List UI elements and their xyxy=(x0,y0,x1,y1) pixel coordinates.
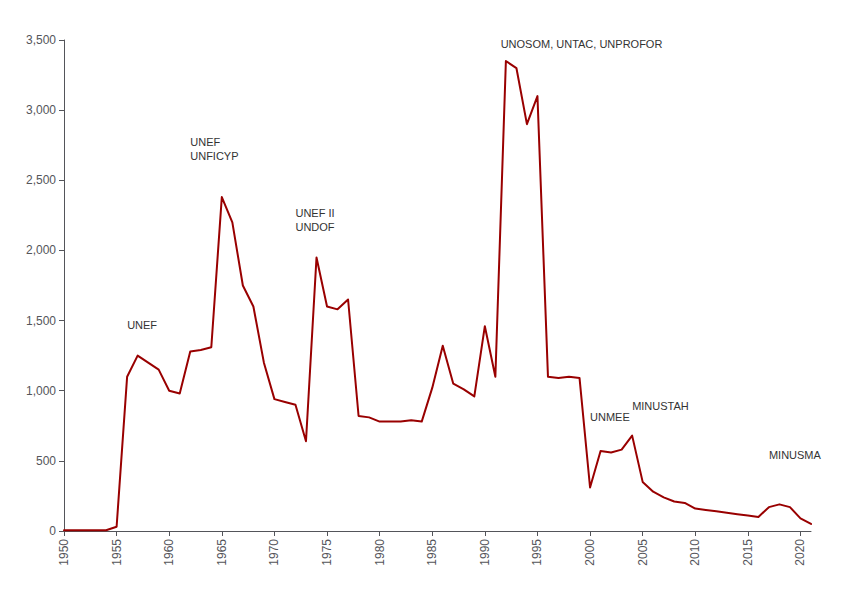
svg-text:2010: 2010 xyxy=(688,539,702,566)
svg-text:1960: 1960 xyxy=(162,539,176,566)
svg-text:1990: 1990 xyxy=(478,539,492,566)
svg-text:2000: 2000 xyxy=(583,539,597,566)
svg-text:1985: 1985 xyxy=(425,539,439,566)
svg-text:2,500: 2,500 xyxy=(26,173,56,187)
svg-text:3,000: 3,000 xyxy=(26,103,56,117)
svg-text:1955: 1955 xyxy=(110,539,124,566)
svg-text:UNMEE: UNMEE xyxy=(590,411,630,423)
svg-text:MINUSTAH: MINUSTAH xyxy=(632,400,689,412)
svg-text:UNEF: UNEF xyxy=(127,319,157,331)
svg-text:1950: 1950 xyxy=(57,539,71,566)
svg-text:1970: 1970 xyxy=(267,539,281,566)
svg-text:2015: 2015 xyxy=(741,539,755,566)
svg-text:0: 0 xyxy=(49,524,56,538)
svg-text:UNOSOM, UNTAC, UNPROFOR: UNOSOM, UNTAC, UNPROFOR xyxy=(501,38,663,50)
svg-text:1,000: 1,000 xyxy=(26,384,56,398)
svg-text:1980: 1980 xyxy=(373,539,387,566)
svg-text:UNDOF: UNDOF xyxy=(295,221,334,233)
svg-text:1975: 1975 xyxy=(320,539,334,566)
svg-text:MINUSMA: MINUSMA xyxy=(769,449,822,461)
svg-text:3,500: 3,500 xyxy=(26,33,56,47)
svg-text:UNEF II: UNEF II xyxy=(295,207,334,219)
svg-text:500: 500 xyxy=(36,454,56,468)
svg-text:1965: 1965 xyxy=(215,539,229,566)
svg-text:UNFICYP: UNFICYP xyxy=(190,150,238,162)
svg-text:2020: 2020 xyxy=(793,539,807,566)
svg-text:1,500: 1,500 xyxy=(26,314,56,328)
svg-text:2005: 2005 xyxy=(636,539,650,566)
svg-text:1995: 1995 xyxy=(530,539,544,566)
svg-text:2,000: 2,000 xyxy=(26,243,56,257)
svg-text:UNEF: UNEF xyxy=(190,136,220,148)
